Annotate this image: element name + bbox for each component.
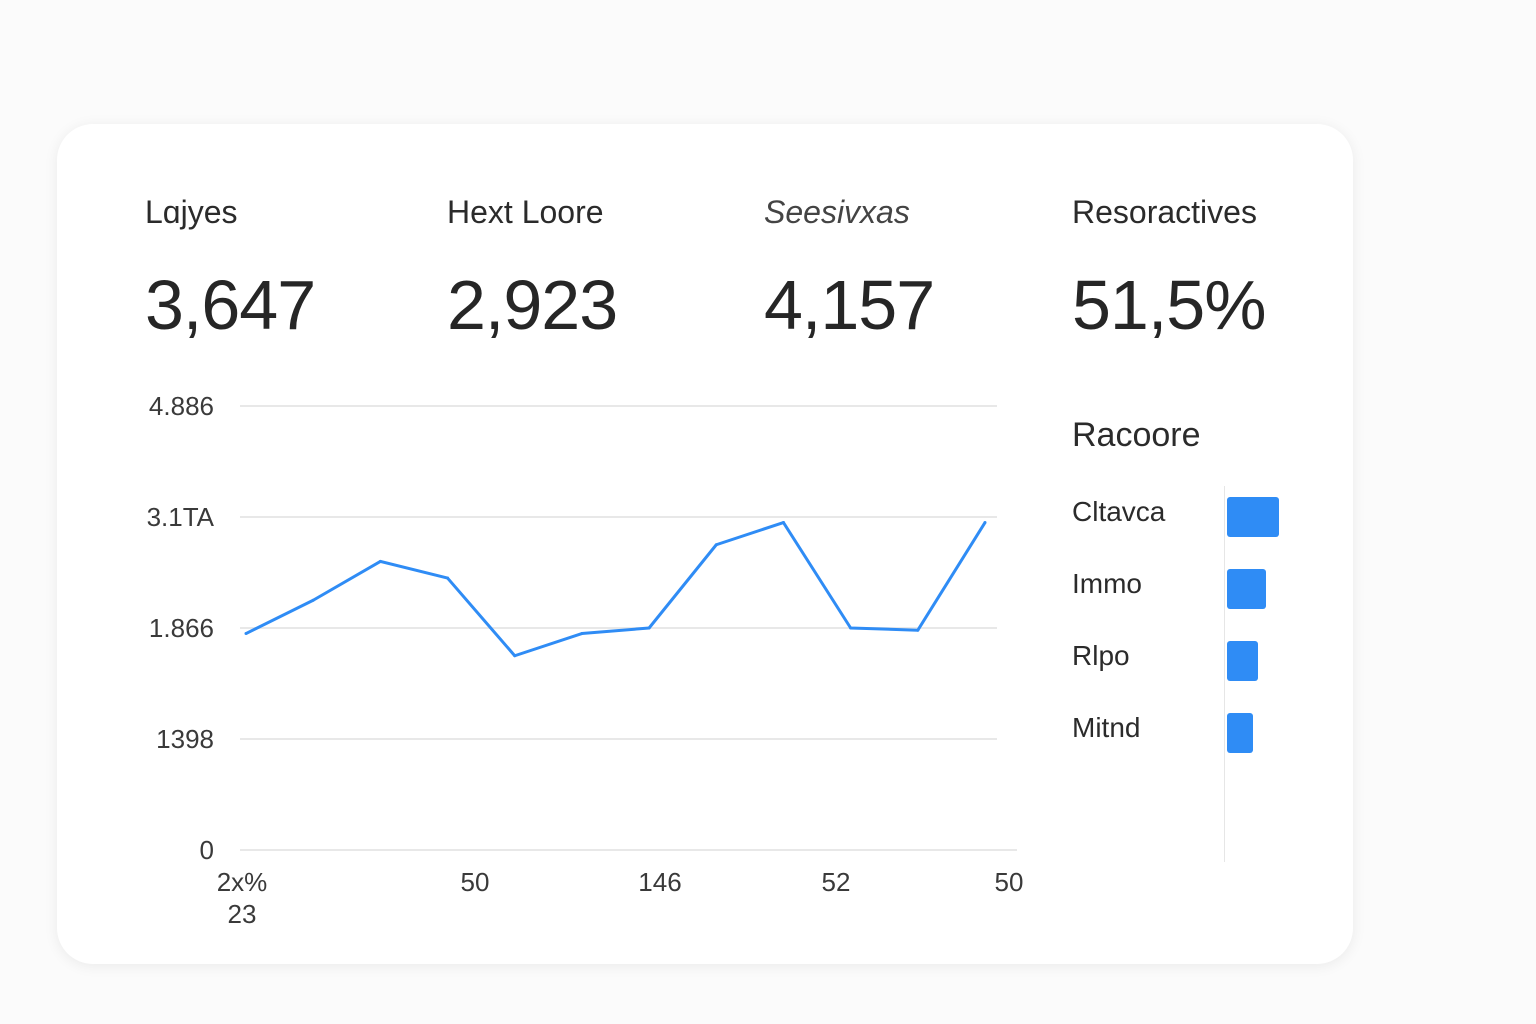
- legend-item-label: Cltavca: [1072, 496, 1166, 527]
- data-point: [311, 598, 315, 602]
- legend-bar: [1227, 497, 1279, 537]
- legend-bar: [1227, 713, 1253, 753]
- data-point: [446, 576, 450, 580]
- kpi-4-value: 51,5%: [1072, 266, 1266, 344]
- x-tick-label: 2x% 23: [217, 867, 268, 929]
- legend-item-label: Rlpo: [1072, 640, 1130, 671]
- legend-title: Racoore: [1072, 416, 1201, 454]
- legend-item-label: Immo: [1072, 568, 1142, 599]
- y-tick-label: 1398: [156, 724, 214, 754]
- data-point: [513, 654, 517, 658]
- x-tick-label: 50: [461, 867, 490, 897]
- y-tick-label: 0: [200, 835, 214, 865]
- legend-bar: [1227, 569, 1266, 609]
- x-tick-label: 52: [822, 867, 851, 897]
- kpi-1: Lɑjyes 3,647: [145, 194, 316, 345]
- kpi-2: Hext Loore 2,923: [447, 194, 618, 345]
- legend-bar: [1227, 641, 1258, 681]
- data-point: [714, 543, 718, 547]
- kpi-4-label: Resoractives: [1072, 194, 1257, 230]
- kpi-3-label: Seesivxas: [764, 194, 910, 230]
- x-tick-label: 146: [638, 867, 681, 897]
- legend-item-label: Mitnd: [1072, 712, 1141, 743]
- kpi-2-label: Hext Loore: [447, 194, 604, 230]
- line-chart: 4.886 3.1TA 1.866 1398 02x% 23 50 146 52 50: [147, 391, 1024, 929]
- data-point: [849, 626, 853, 630]
- data-point: [580, 632, 584, 636]
- dashboard-card: Lɑjyes 3,647 Hext Loore 2,923 Seesivxas …: [57, 124, 1353, 964]
- data-point: [983, 521, 987, 525]
- y-tick-label: 4.886: [149, 391, 214, 421]
- kpi-3-value: 4,157: [764, 266, 935, 344]
- data-point: [647, 626, 651, 630]
- series-line: [245, 521, 987, 658]
- kpi-4: Resoractives 51,5%: [1072, 194, 1266, 345]
- y-tick-label: 1.866: [149, 613, 214, 643]
- kpi-3: Seesivxas 4,157: [764, 194, 935, 345]
- data-point: [378, 559, 382, 563]
- kpi-1-value: 3,647: [145, 266, 316, 344]
- legend-axis-line: [1224, 486, 1225, 862]
- y-tick-label: 3.1TA: [147, 502, 215, 532]
- x-tick-label: 50: [995, 867, 1024, 897]
- kpi-2-value: 2,923: [447, 266, 618, 344]
- data-point: [916, 628, 920, 632]
- data-point: [781, 521, 785, 525]
- data-point: [244, 632, 248, 636]
- kpi-1-label: Lɑjyes: [145, 194, 238, 230]
